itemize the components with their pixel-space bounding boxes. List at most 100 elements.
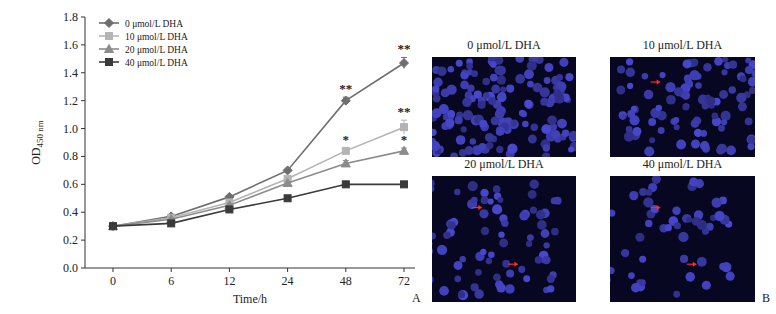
cell bbox=[530, 206, 537, 213]
cell bbox=[610, 267, 615, 274]
cell bbox=[488, 57, 495, 62]
cell bbox=[481, 196, 489, 204]
x-axis-line bbox=[85, 268, 415, 269]
cell bbox=[711, 197, 721, 207]
cell bbox=[536, 210, 545, 219]
cell bbox=[471, 197, 478, 204]
cell bbox=[522, 121, 529, 128]
cell bbox=[694, 73, 701, 80]
cell bbox=[432, 239, 433, 248]
point bbox=[283, 166, 292, 175]
cell bbox=[458, 291, 465, 298]
series-line bbox=[113, 127, 404, 226]
arrow-head bbox=[478, 205, 482, 210]
cell bbox=[749, 87, 755, 94]
cell bbox=[665, 224, 672, 231]
x-tick bbox=[229, 268, 230, 272]
cell bbox=[495, 109, 504, 118]
cell bbox=[755, 123, 756, 133]
cell bbox=[683, 103, 690, 110]
cell bbox=[485, 133, 494, 142]
cell bbox=[682, 104, 688, 110]
cell bbox=[702, 281, 711, 290]
cell bbox=[747, 136, 755, 144]
cell bbox=[439, 286, 449, 296]
cell bbox=[703, 63, 712, 72]
micrograph bbox=[432, 57, 576, 157]
significance-mark: ** bbox=[339, 81, 352, 96]
cell bbox=[562, 130, 569, 137]
cell bbox=[496, 127, 505, 136]
x-tick-label: 48 bbox=[340, 274, 352, 288]
series-line bbox=[113, 184, 404, 226]
annotations: ******** bbox=[339, 41, 410, 147]
cell bbox=[541, 229, 550, 238]
cell bbox=[488, 251, 495, 258]
cell bbox=[466, 63, 473, 70]
micrograph bbox=[610, 57, 755, 157]
cell bbox=[674, 222, 681, 229]
cell bbox=[443, 231, 451, 239]
cell bbox=[649, 137, 655, 143]
cell bbox=[646, 149, 653, 156]
cells bbox=[432, 179, 562, 300]
cell bbox=[635, 233, 644, 242]
cell bbox=[474, 289, 483, 298]
cell bbox=[559, 58, 568, 67]
cell bbox=[652, 176, 661, 184]
cell bbox=[674, 124, 680, 130]
cell bbox=[547, 285, 554, 292]
micrograph bbox=[610, 176, 755, 302]
cell bbox=[619, 111, 627, 119]
cell bbox=[450, 152, 458, 157]
cell bbox=[492, 204, 502, 214]
cell bbox=[432, 233, 436, 240]
cell bbox=[629, 191, 638, 200]
y-tick-label: 0.6 bbox=[63, 177, 78, 191]
cell bbox=[488, 97, 496, 105]
cell bbox=[462, 98, 472, 108]
cell bbox=[446, 85, 456, 95]
image-label: 0 μmol/L DHA bbox=[467, 38, 541, 52]
axes: 0.00.20.40.60.81.01.21.41.61.80612244872… bbox=[29, 10, 415, 306]
cell bbox=[448, 221, 456, 229]
point bbox=[342, 147, 349, 154]
image-label: 40 μmol/L DHA bbox=[643, 157, 723, 171]
cell bbox=[454, 261, 463, 270]
cell bbox=[478, 101, 486, 109]
cell bbox=[505, 284, 515, 294]
cell bbox=[646, 189, 653, 196]
y-tick-label: 0.0 bbox=[63, 261, 78, 275]
cell bbox=[515, 57, 524, 63]
cell bbox=[479, 143, 487, 151]
cell bbox=[551, 228, 559, 236]
error-cap bbox=[401, 120, 407, 121]
cell bbox=[542, 256, 550, 264]
legend-marker bbox=[106, 59, 113, 66]
cell bbox=[531, 123, 539, 131]
x-tick bbox=[345, 268, 346, 272]
cell bbox=[490, 74, 498, 82]
cell bbox=[714, 211, 724, 221]
cell bbox=[496, 283, 505, 292]
cell bbox=[498, 92, 506, 100]
legend-marker bbox=[105, 45, 114, 53]
cell bbox=[527, 234, 534, 241]
cell bbox=[458, 290, 468, 300]
cells bbox=[432, 57, 576, 157]
cell bbox=[689, 178, 698, 187]
cell bbox=[460, 256, 466, 262]
cell bbox=[684, 75, 692, 83]
y-tick bbox=[81, 156, 85, 157]
cell bbox=[491, 85, 500, 94]
cell bbox=[721, 111, 731, 121]
significance-mark: * bbox=[343, 132, 350, 147]
cell bbox=[507, 144, 517, 154]
cell bbox=[740, 75, 747, 82]
cell bbox=[527, 81, 534, 88]
cell bbox=[544, 63, 553, 72]
cell bbox=[454, 275, 461, 282]
cell bbox=[432, 141, 440, 151]
y-tick-label: 0.4 bbox=[63, 205, 78, 219]
cell bbox=[544, 77, 551, 84]
